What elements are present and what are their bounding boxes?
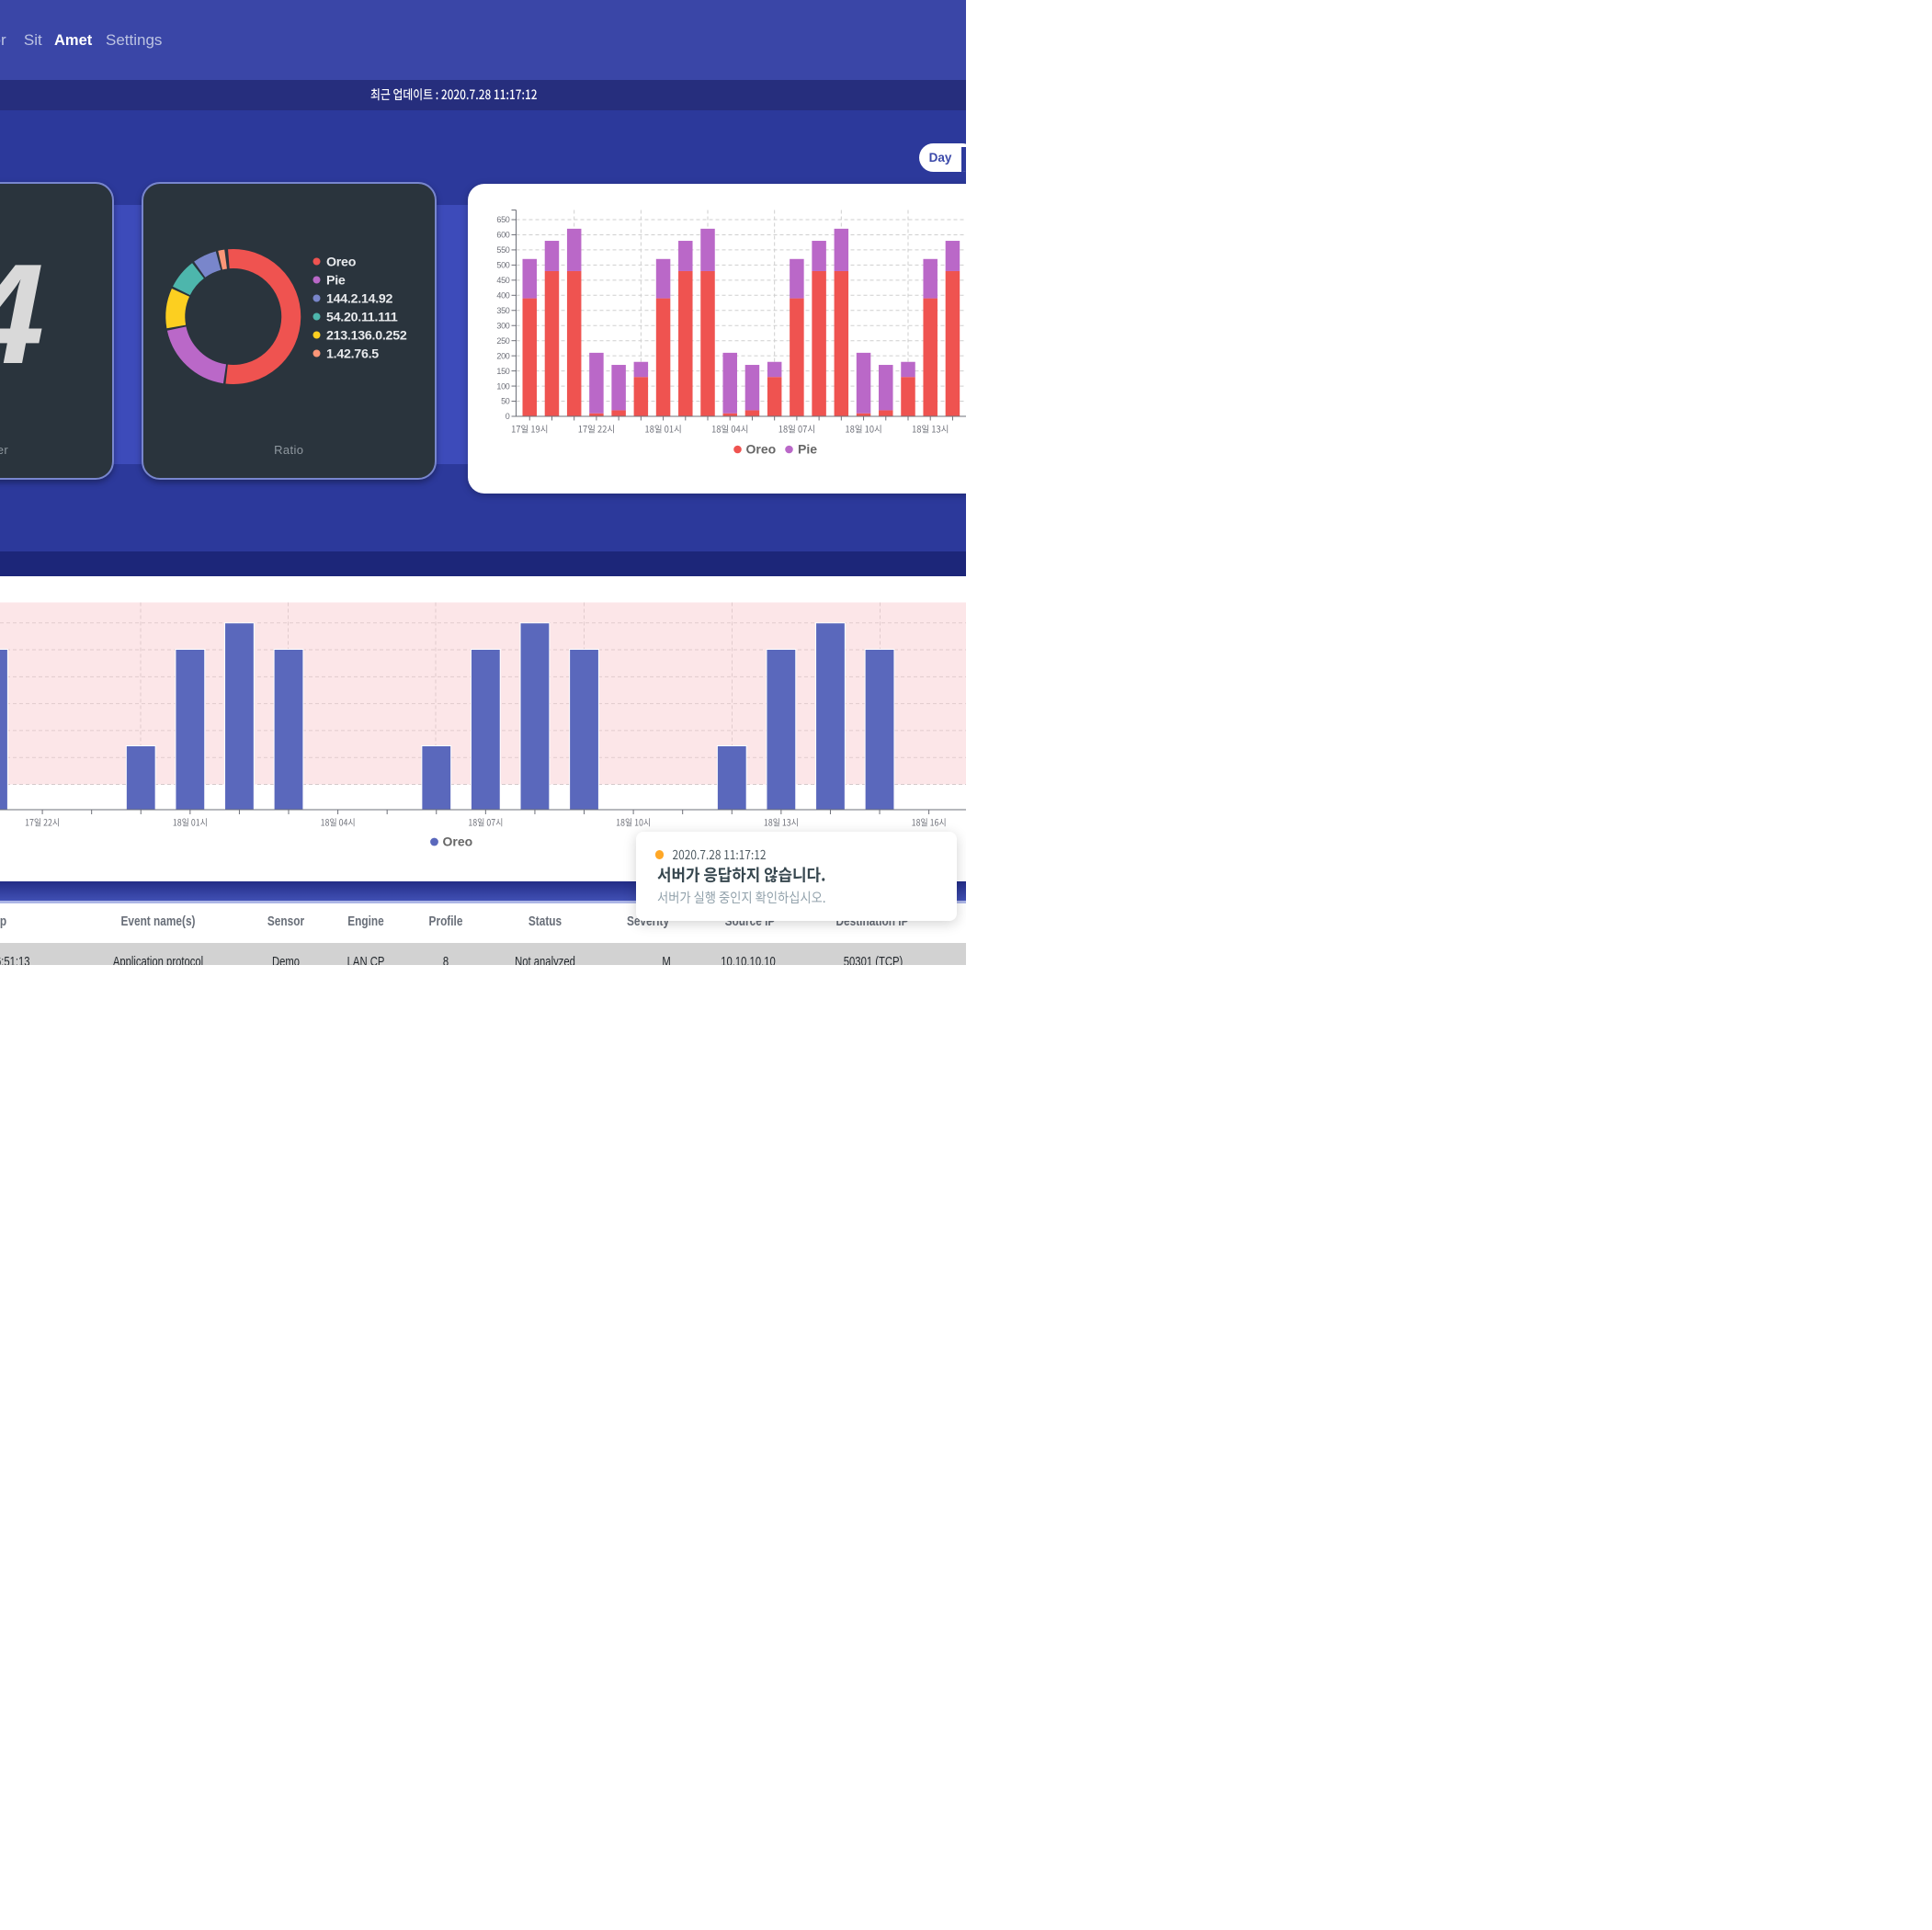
svg-text:213.136.0.252: 213.136.0.252 [326, 329, 407, 344]
svg-text:144.2.14.92: 144.2.14.92 [326, 292, 393, 307]
svg-text:150: 150 [496, 366, 509, 375]
svg-text:Pie: Pie [326, 274, 346, 289]
svg-text:1.42.76.5: 1.42.76.5 [326, 347, 379, 362]
svg-text:400: 400 [496, 290, 509, 300]
svg-text:250: 250 [496, 335, 509, 345]
svg-text:Pie: Pie [798, 441, 817, 456]
svg-text:200: 200 [496, 351, 509, 360]
svg-text:50: 50 [501, 396, 510, 405]
svg-text:300: 300 [496, 321, 509, 330]
svg-text:54.20.11.111: 54.20.11.111 [326, 311, 398, 325]
svg-text:Oreo: Oreo [443, 834, 473, 848]
svg-text:100: 100 [496, 381, 509, 391]
svg-text:550: 550 [496, 245, 509, 255]
svg-text:650: 650 [496, 215, 509, 224]
svg-text:Oreo: Oreo [745, 441, 776, 456]
svg-text:450: 450 [496, 276, 509, 285]
svg-text:0: 0 [505, 412, 509, 421]
svg-text:500: 500 [496, 260, 509, 269]
svg-text:Oreo: Oreo [326, 255, 357, 270]
svg-text:600: 600 [496, 230, 509, 239]
svg-text:350: 350 [496, 305, 509, 314]
